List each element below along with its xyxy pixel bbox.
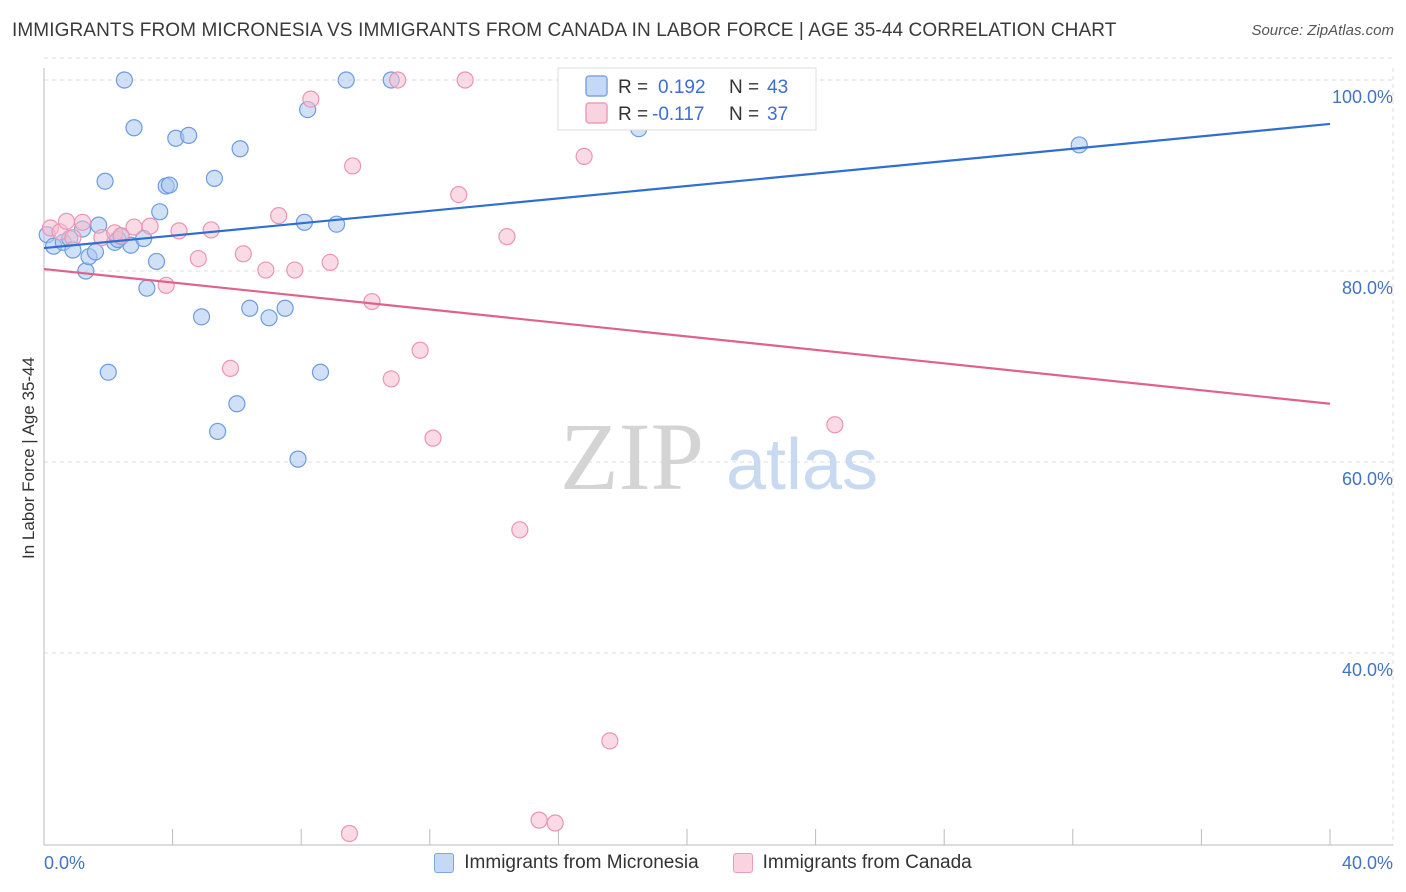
trend-line-micronesia [43,122,1331,250]
point-canada-9 [141,217,159,235]
bottom-legend-item-canada[interactable]: Immigrants from Canada [732,852,972,874]
legend: R = 0.192 N = 43 R = -0.117 N = 37 [557,67,817,131]
point-canada-30 [498,228,516,246]
point-micronesia-11 [99,363,117,381]
point-micronesia-16 [125,119,143,137]
point-canada-14 [221,359,240,378]
point-canada-35 [601,732,619,750]
point-canada-17 [270,207,288,225]
point-canada-15 [234,245,252,263]
y-axis-label: In Labor Force | Age 35-44 [19,357,38,559]
point-micronesia-19 [147,252,166,271]
y-tick-label-40: 40.0% [1342,660,1393,680]
point-micronesia-38 [337,71,355,89]
point-canada-21 [340,824,359,843]
x-tick-label-max: 40.0% [1342,853,1393,873]
point-micronesia-32 [276,299,294,317]
point-micronesia-33 [289,450,307,468]
legend-swatch-micronesia [585,75,608,97]
watermark: ZIP atlas [560,403,878,510]
point-canada-29 [456,71,474,89]
legend-n-label-1: N = [729,77,759,98]
legend-r-value-2: -0.117 [652,104,704,125]
legend-swatch-canada [585,102,608,124]
chart-title: IMMIGRANTS FROM MICRONESIA VS IMMIGRANTS… [12,20,1117,41]
axis-layer [43,68,1393,846]
point-canada-31 [511,521,529,539]
point-micronesia-14 [115,71,133,89]
point-canada-12 [189,249,207,268]
point-canada-8 [125,218,143,236]
point-micronesia-41 [1070,136,1088,154]
x-tick-label-min: 0.0% [44,853,85,873]
bottom-legend: Immigrants from Micronesia Immigrants fr… [0,852,1406,874]
point-micronesia-20 [151,203,169,221]
point-micronesia-24 [180,126,198,144]
point-canada-10 [157,276,175,294]
point-canada-4 [73,213,92,231]
bottom-legend-label-micronesia: Immigrants from Micronesia [464,852,699,873]
point-canada-13 [202,221,220,239]
grid-layer: 100.0% 80.0% 60.0% 40.0% [44,57,1394,845]
point-canada-34 [575,147,593,165]
point-micronesia-27 [209,422,227,441]
point-canada-22 [344,157,362,175]
point-canada-20 [321,253,339,272]
point-micronesia-36 [311,363,330,381]
point-micronesia-6 [77,262,95,280]
point-canada-26 [411,341,429,359]
point-micronesia-29 [231,140,249,158]
trend-layer [43,122,1331,405]
y-tick-label-100: 100.0% [1332,87,1393,107]
point-micronesia-30 [241,299,259,317]
point-micronesia-22 [160,176,178,194]
point-canada-27 [424,429,442,447]
point-canada-24 [382,370,400,388]
point-micronesia-10 [96,172,114,190]
legend-r-label-2: R = [618,104,648,125]
legend-n-value-2: 37 [767,104,788,125]
point-canada-28 [450,186,468,204]
point-micronesia-8 [86,243,105,261]
y-tick-label-60: 60.0% [1342,469,1393,489]
legend-r-value-1: 0.192 [658,77,706,98]
legend-n-value-1: 43 [767,77,788,98]
legend-n-label-2: N = [729,104,759,125]
point-canada-16 [257,261,275,279]
point-micronesia-18 [138,279,156,297]
point-canada-2 [57,212,76,230]
point-canada-25 [389,71,407,89]
point-canada-23 [363,292,381,311]
point-canada-33 [546,814,564,832]
point-canada-36 [826,416,844,434]
point-canada-3 [64,228,82,247]
point-micronesia-31 [260,309,278,327]
bottom-legend-label-canada: Immigrants from Canada [762,852,972,873]
point-canada-32 [530,811,548,829]
point-canada-18 [286,261,304,279]
point-micronesia-28 [228,395,246,413]
bottom-legend-item-micronesia[interactable]: Immigrants from Micronesia [434,852,699,874]
bottom-legend-swatch-micronesia [434,853,455,873]
chart-source: Source: ZipAtlas.com [1251,22,1394,39]
watermark-zip: ZIP [560,403,704,510]
point-micronesia-26 [205,169,223,187]
trend-line-canada [43,267,1331,405]
point-canada-19 [302,90,320,108]
bottom-legend-swatch-canada [732,853,753,873]
legend-r-label-1: R = [618,77,648,98]
y-tick-label-80: 80.0% [1342,278,1393,298]
point-micronesia-25 [192,308,211,326]
watermark-atlas: atlas [726,425,878,505]
